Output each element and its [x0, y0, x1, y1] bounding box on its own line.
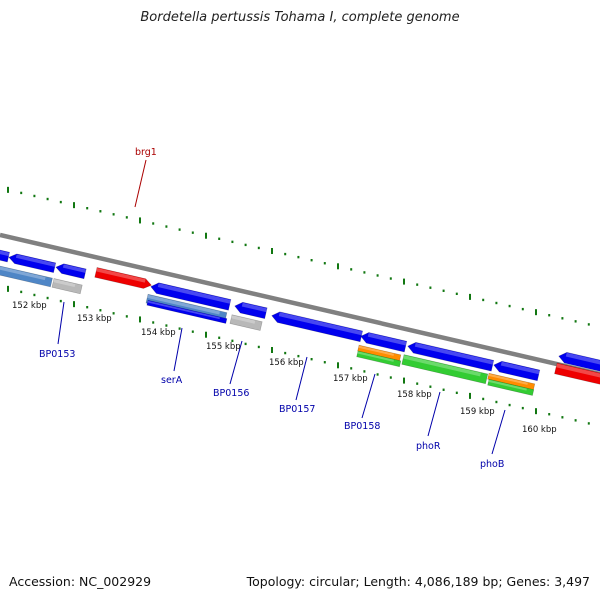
- cds-serA-b-group: [146, 299, 228, 324]
- scale-label-157: 157 kbp: [333, 374, 368, 384]
- genome-stats-text: Topology: circular; Length: 4,086,189 bp…: [246, 574, 590, 589]
- cds-phoR-group: [407, 341, 495, 372]
- cds-BP0158-top-shine: [367, 332, 407, 346]
- cds-serA-top-shine: [157, 283, 231, 304]
- cds-BP0158-top-group: [360, 331, 408, 353]
- leader-BP0158: [361, 373, 376, 419]
- cds-left-a-shine: [0, 250, 10, 257]
- cds-BP0157[interactable]: [271, 310, 363, 343]
- rna-phoR[interactable]: [401, 354, 489, 385]
- cds-right-red[interactable]: [554, 362, 600, 387]
- cds-BP0157-group: [271, 310, 363, 343]
- rna-BP0158-b-shine: [357, 351, 394, 362]
- cds-serA-b-shine: [147, 300, 220, 320]
- gray-BP0156-group: [229, 314, 263, 331]
- cds-brg1[interactable]: [94, 267, 153, 290]
- gray-BP0153-shine: [53, 278, 76, 288]
- cds-left-b-shine: [15, 254, 56, 267]
- scale-label-154: 154 kbp: [141, 328, 176, 338]
- cds-left-c-group: [55, 262, 87, 280]
- cds-right-red-shine: [556, 363, 600, 378]
- rna-phoB-shine: [488, 373, 528, 385]
- cds-brg1-group: [94, 267, 153, 290]
- leader-phoB: [491, 409, 506, 455]
- features-group: [0, 249, 600, 396]
- gray-BP0156-shine: [231, 315, 256, 324]
- gene-label-phoR[interactable]: phoR: [416, 441, 441, 452]
- inner-tick-row: [7, 285, 590, 425]
- gene-label-phoB[interactable]: phoB: [480, 459, 504, 470]
- rna-phoB-b-shine: [488, 379, 527, 391]
- cds-serA-top-group: [150, 281, 232, 311]
- gene-label-BP0158[interactable]: BP0158: [344, 421, 380, 432]
- leader-serA: [173, 327, 183, 372]
- cds-serA-shine: [147, 294, 220, 315]
- map-title: Bordetella pertussis Tohama I, complete …: [140, 10, 460, 25]
- leader-brg1: [134, 159, 147, 208]
- cds-left-b-group: [8, 252, 57, 274]
- cds-right-top-shine: [565, 352, 600, 367]
- leader-BP0157: [295, 356, 308, 401]
- scale-label-158: 158 kbp: [397, 390, 432, 400]
- leader-BP0156: [229, 340, 243, 385]
- cds-phoR[interactable]: [407, 341, 495, 372]
- scale-label-155: 155 kbp: [206, 342, 241, 352]
- cds-left-c-shine: [62, 264, 87, 273]
- rna-phoB-b[interactable]: [487, 378, 535, 396]
- cds-BP0158-top[interactable]: [360, 331, 408, 353]
- rna-phoB-b-group: [487, 378, 535, 396]
- cds-BP0156-shine: [241, 302, 268, 313]
- gene-label-serA[interactable]: serA: [161, 375, 183, 386]
- scale-label-159: 159 kbp: [460, 407, 495, 417]
- leader-BP0153: [57, 301, 65, 345]
- cds-brg1-shine: [96, 267, 146, 283]
- leader-lines: [57, 159, 506, 455]
- cds-left-a-group: [0, 249, 10, 263]
- genome-backbone: [0, 232, 600, 377]
- rna-phoR-shine: [403, 355, 481, 377]
- leader-phoR: [427, 391, 441, 437]
- cds-phoB-top-group: [493, 360, 541, 382]
- cds-right-red-group: [554, 362, 600, 387]
- cds-left-a[interactable]: [0, 249, 10, 263]
- rna-BP0158-shine: [358, 345, 394, 356]
- scale-label-153: 153 kbp: [77, 314, 112, 324]
- cds-BP0156-group: [234, 301, 268, 319]
- cds-BP0153-shine: [0, 265, 46, 281]
- gray-BP0153[interactable]: [51, 278, 83, 295]
- cds-phoR-shine: [414, 342, 494, 365]
- cds-left-c[interactable]: [55, 262, 87, 280]
- cds-right-top[interactable]: [558, 351, 600, 374]
- cds-serA-top[interactable]: [150, 281, 232, 311]
- scale-label-156: 156 kbp: [269, 358, 304, 368]
- gene-label-brg1[interactable]: brg1: [135, 147, 157, 158]
- cds-serA-b[interactable]: [146, 299, 228, 324]
- cds-phoB-top[interactable]: [493, 360, 541, 382]
- cds-BP0156[interactable]: [234, 301, 268, 319]
- gray-BP0156[interactable]: [229, 314, 263, 331]
- cds-BP0153[interactable]: [0, 264, 53, 288]
- rna-BP0158-b-group: [356, 350, 402, 368]
- rna-phoR-group: [401, 354, 489, 385]
- scale-label-160: 160 kbp: [522, 425, 557, 435]
- gene-label-BP0157[interactable]: BP0157: [279, 404, 315, 415]
- gene-label-BP0153[interactable]: BP0153: [39, 349, 75, 360]
- accession-text: Accession: NC_002929: [9, 574, 152, 589]
- cds-phoB-top-shine: [500, 361, 540, 375]
- outer-tick-row: [7, 186, 590, 326]
- cds-left-b[interactable]: [8, 252, 57, 274]
- gray-BP0153-group: [51, 278, 83, 295]
- rna-BP0158-b[interactable]: [356, 350, 402, 368]
- cds-BP0153-group: [0, 264, 53, 288]
- gene-label-BP0156[interactable]: BP0156: [213, 388, 249, 399]
- cds-BP0157-shine: [278, 312, 363, 336]
- scale-label-152: 152 kbp: [12, 301, 47, 311]
- cds-right-top-group: [558, 351, 600, 374]
